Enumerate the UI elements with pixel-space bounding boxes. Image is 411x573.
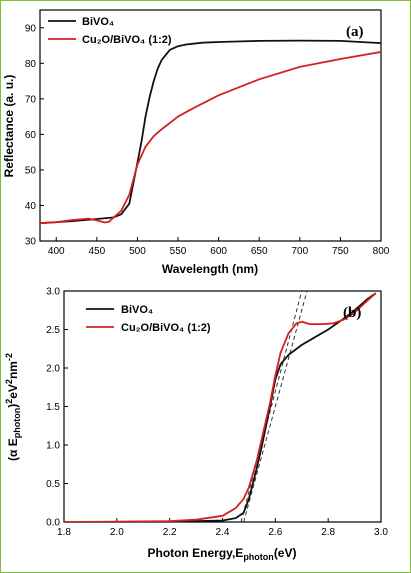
panel-a-legend-label-bivo4: BiVO₄	[82, 16, 114, 28]
b-y-tick-label: 0.5	[46, 479, 60, 490]
panel-a-chart: 400 450 500 550 600 650 700 750 800 30 40 50 60 70 80 9…	[2, 9, 390, 276]
b-x-tick-label: 2.2	[163, 527, 177, 538]
b-x-tick-label: 2.8	[321, 527, 335, 538]
a-series-line-bivo4	[40, 39, 381, 225]
a-x-tick-label: 550	[170, 246, 187, 257]
panel-b-x-axis-label: Photon Energy,Ephoton(eV)	[148, 546, 297, 562]
panel-b-legend-label-cu2o-bivo4: Cu₂O/BiVO₄ (1:2)	[121, 322, 211, 334]
b-x-tick-label: 2.4	[216, 527, 230, 538]
b-tangent-line-1	[240, 291, 303, 522]
b-x-tick-label: 3.0	[374, 527, 388, 538]
a-y-tick-label: 80	[25, 59, 37, 70]
b-y-tick-label: 0.0	[46, 518, 60, 529]
panel-b-chart: 1.8 2.0 2.2 2.4 2.6 2.8 3.0 0.0 0.5 1.0 1.5 2.0 2.5 3…	[4, 287, 388, 563]
a-y-tick-label: 30	[25, 237, 37, 248]
panel-a-ticks: 400 450 500 550 600 650 700 750 800 30 40 50 60 70 80 9…	[25, 23, 390, 257]
a-x-tick-label: 500	[129, 246, 146, 257]
a-series-line-cu2o_bivo4	[40, 51, 381, 225]
a-x-tick-label: 700	[291, 246, 308, 257]
a-y-tick-label: 70	[25, 94, 37, 105]
panel-a-series	[40, 39, 381, 225]
b-y-tick-label: 3.0	[46, 287, 60, 298]
panel-a-legend-label-cu2o-bivo4: Cu₂O/BiVO₄ (1:2)	[82, 34, 172, 46]
panel-a-tag: (a)	[346, 24, 364, 40]
panel-b-legend-label-bivo4: BiVO₄	[121, 304, 153, 316]
a-y-tick-label: 40	[25, 201, 37, 212]
b-y-tick-label: 1.5	[46, 402, 60, 413]
b-y-tick-label: 2.5	[46, 325, 60, 336]
a-y-tick-label: 60	[25, 130, 37, 141]
panel-a-x-axis-label: Wavelength (nm)	[162, 262, 258, 276]
a-x-tick-label: 750	[332, 246, 349, 257]
b-x-tick-label: 2.0	[110, 527, 124, 538]
panel-b-legend: BiVO₄ Cu₂O/BiVO₄ (1:2)	[86, 304, 211, 334]
panel-a-plot-frame	[39, 9, 382, 242]
b-series-line-cu2o_bivo4	[64, 292, 377, 522]
b-x-tick-label: 1.8	[57, 527, 71, 538]
panel-b-ticks: 1.8 2.0 2.2 2.4 2.6 2.8 3.0 0.0 0.5 1.0 1.5 2.0 2.5 3…	[46, 287, 388, 539]
a-y-tick-label: 90	[25, 23, 37, 34]
panel-a-legend: BiVO₄ Cu₂O/BiVO₄ (1:2)	[48, 16, 172, 46]
panel-a-y-axis-label: Reflectance (a. u.)	[2, 75, 16, 178]
a-x-tick-label: 400	[48, 246, 65, 257]
b-tangent-line-0	[243, 291, 308, 522]
panel-b-series	[64, 292, 377, 522]
b-y-tick-label: 2.0	[46, 364, 60, 375]
a-x-tick-label: 450	[88, 246, 105, 257]
panel-b-tag: (b)	[343, 305, 361, 321]
a-x-tick-label: 650	[251, 246, 268, 257]
a-y-tick-label: 50	[25, 165, 37, 176]
b-x-tick-label: 2.6	[268, 527, 282, 538]
b-y-tick-label: 1.0	[46, 441, 60, 452]
a-x-tick-label: 800	[373, 246, 390, 257]
panel-b-y-axis-label: (α Ephoton)2eV2nm-2	[4, 353, 22, 461]
panel-b-tangent-lines	[240, 291, 308, 522]
a-x-tick-label: 600	[210, 246, 227, 257]
